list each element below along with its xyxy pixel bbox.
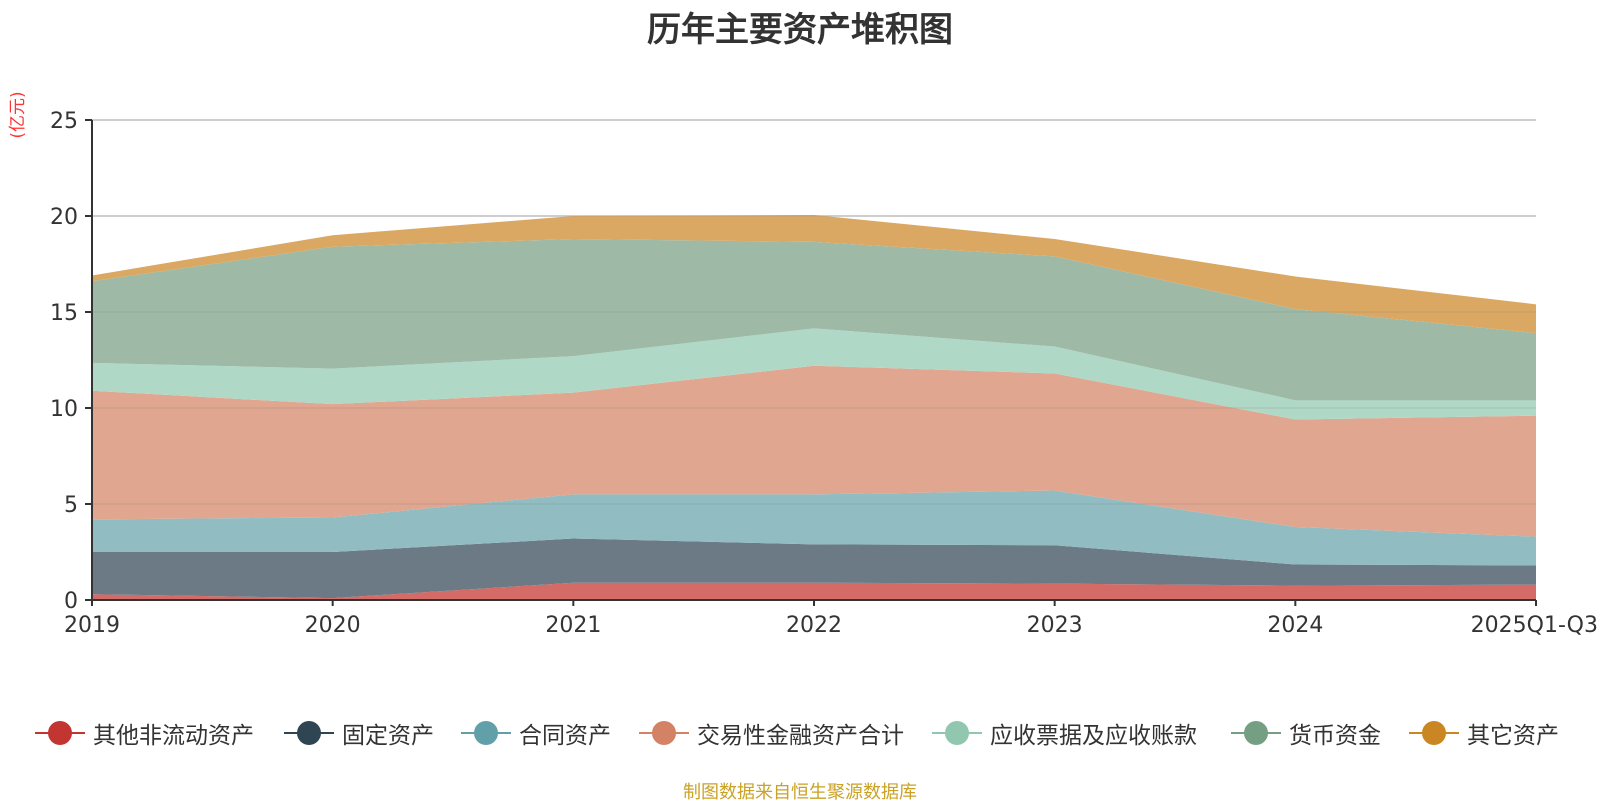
y-tick-label: 10 — [50, 397, 78, 422]
x-tick-label: 2021 — [545, 613, 601, 638]
legend-item[interactable]: 合同资产 — [461, 716, 611, 750]
area-series — [92, 119, 1536, 600]
area-series-应收票据及应收账款 — [92, 328, 1536, 420]
legend-marker-icon — [284, 716, 334, 750]
x-tick-label: 2024 — [1267, 613, 1323, 638]
y-tick-label: 20 — [50, 205, 78, 230]
legend-item[interactable]: 其他非流动资产 — [35, 716, 254, 750]
x-tick-label: 2020 — [305, 613, 361, 638]
chart-title: 历年主要资产堆积图 — [647, 10, 953, 50]
tick-labels: 0 5 10 15 20 25 2019 2020 2021 2022 2023 2024 2025Q1… — [50, 109, 1598, 638]
legend-marker-icon — [461, 716, 511, 750]
y-tick-label: 25 — [50, 109, 78, 134]
y-tick-label: 0 — [64, 589, 78, 614]
x-tick-label: 2023 — [1027, 613, 1083, 638]
legend-item[interactable]: 其它资产 — [1409, 716, 1559, 750]
y-tick-label: 15 — [50, 301, 78, 326]
legend-item[interactable]: 货币资金 — [1231, 716, 1381, 750]
legend-label: 其它资产 — [1467, 723, 1559, 749]
legend-marker-icon — [35, 716, 85, 750]
legend-label: 合同资产 — [519, 723, 611, 749]
legend-label: 应收票据及应收账款 — [990, 723, 1197, 749]
legend-label: 固定资产 — [342, 723, 434, 749]
area-series-其它资产 — [92, 215, 1536, 334]
legend-label: 其他非流动资产 — [93, 723, 254, 749]
x-tick-label: 2025Q1-Q3 — [1471, 613, 1598, 638]
legend-marker-icon — [639, 716, 689, 750]
axes — [85, 119, 1537, 606]
legend-item[interactable]: 交易性金融资产合计 — [639, 716, 904, 750]
legend-marker-icon — [1231, 716, 1281, 750]
legend-marker-icon — [932, 716, 982, 750]
legend-label: 交易性金融资产合计 — [697, 723, 904, 749]
legend-item[interactable]: 固定资产 — [284, 716, 434, 750]
legend-marker-icon — [1409, 716, 1459, 750]
x-tick-label: 2019 — [64, 613, 120, 638]
area-series-固定资产 — [92, 538, 1536, 599]
legend: 其他非流动资产 固定资产 合同资产 交易性金融资产合计 应收票据及应收账款 货币资金 其它资… — [0, 716, 1600, 750]
area-series-货币资金 — [92, 239, 1536, 401]
area-series-其他非流动资产 — [92, 582, 1536, 600]
stacked-area-chart: 0 5 10 15 20 25 2019 2020 2021 2022 2023 2024 2025Q1… — [50, 109, 1598, 638]
x-tick-label: 2022 — [786, 613, 842, 638]
source-note: 制图数据来自恒生聚源数据库 — [683, 782, 917, 803]
area-series-交易性金融资产合计 — [92, 365, 1536, 537]
legend-label: 货币资金 — [1289, 723, 1381, 749]
legend-item[interactable]: 应收票据及应收账款 — [932, 716, 1197, 750]
y-tick-label: 5 — [64, 493, 78, 518]
area-series-合同资产 — [92, 490, 1536, 566]
